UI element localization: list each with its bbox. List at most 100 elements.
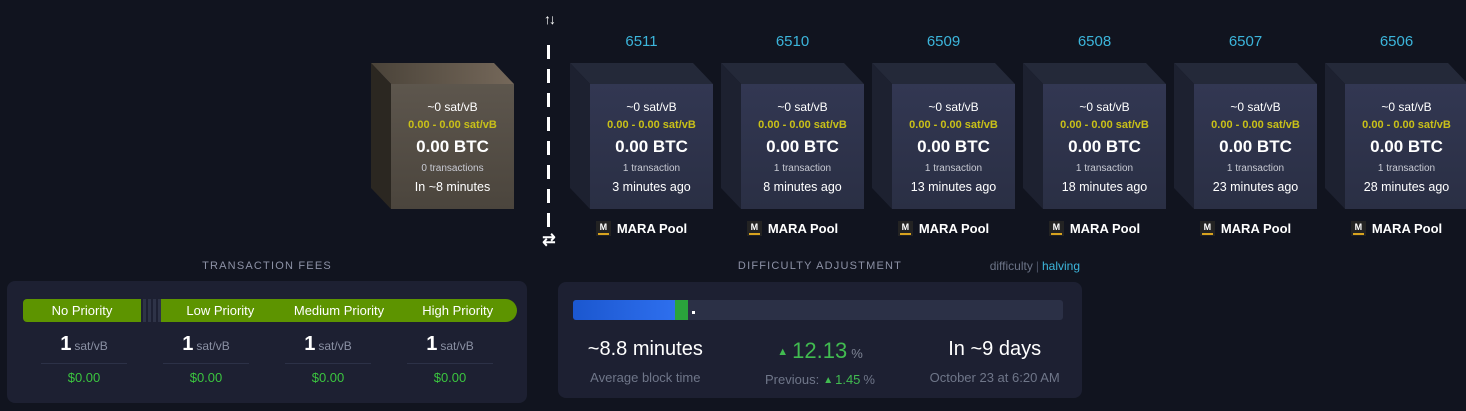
block-fee-range: 0.00 - 0.00 sat/vB xyxy=(1362,118,1451,131)
block-total-btc: 0.00 BTC xyxy=(1068,136,1141,156)
block-total-btc: 0.00 BTC xyxy=(615,136,688,156)
mara-pool-icon: M xyxy=(746,221,762,236)
previous-value: 1.45 xyxy=(835,372,861,387)
cube-top-face xyxy=(721,63,864,84)
cube-top-face xyxy=(1174,63,1317,84)
block-column: 6511 ~0 sat/vB 0.00 - 0.00 sat/vB 0.00 B… xyxy=(570,0,713,250)
mining-pool-name: MARA Pool xyxy=(918,221,990,236)
block-height-link[interactable]: 6510 xyxy=(775,33,810,50)
block-tx-count: 1 transaction xyxy=(1075,162,1134,174)
difficulty-link[interactable]: difficulty xyxy=(989,259,1033,273)
mining-pool-link[interactable]: M MARA Pool xyxy=(721,220,864,237)
mining-pool-link[interactable]: M MARA Pool xyxy=(570,220,713,237)
block-median-fee: ~0 sat/vB xyxy=(777,99,828,114)
block-fee-range: 0.00 - 0.00 sat/vB xyxy=(607,118,696,131)
pending-total-btc: 0.00 BTC xyxy=(416,136,489,156)
cube-front-face: ~0 sat/vB 0.00 - 0.00 sat/vB 0.00 BTC 1 … xyxy=(892,84,1015,209)
block-time-ago: 13 minutes ago xyxy=(910,179,997,194)
transaction-fees-card: No Priority Low Priority Medium Priority… xyxy=(7,281,527,403)
cube-left-face xyxy=(1174,63,1194,209)
mining-pool-name: MARA Pool xyxy=(1371,221,1443,236)
block-column: 6509 ~0 sat/vB 0.00 - 0.00 sat/vB 0.00 B… xyxy=(872,0,1015,250)
arrows-up-down-icon: ↑↓ xyxy=(544,11,556,27)
pending-eta: In ~8 minutes xyxy=(414,179,491,194)
cube-left-face xyxy=(570,63,590,209)
block-cube[interactable]: ~0 sat/vB 0.00 - 0.00 sat/vB 0.00 BTC 1 … xyxy=(1325,63,1466,209)
pending-fee-range: 0.00 - 0.00 sat/vB xyxy=(408,118,497,131)
block-time-ago: 8 minutes ago xyxy=(763,179,842,194)
mining-pool-link[interactable]: M MARA Pool xyxy=(1023,220,1166,237)
fees-section-title: TRANSACTION FEES xyxy=(202,260,332,272)
change-value: 12.13 xyxy=(792,338,848,363)
mara-pool-icon: M xyxy=(1048,221,1064,236)
difficulty-mode-links: difficulty | halving xyxy=(558,259,1080,273)
halving-link[interactable]: halving xyxy=(1041,259,1080,273)
block-column: 6506 ~0 sat/vB 0.00 - 0.00 sat/vB 0.00 B… xyxy=(1325,0,1466,250)
block-time-ago: 28 minutes ago xyxy=(1363,179,1450,194)
block-cube[interactable]: ~0 sat/vB 0.00 - 0.00 sat/vB 0.00 BTC 1 … xyxy=(1023,63,1166,209)
retarget-value: In ~9 days xyxy=(948,338,1042,360)
block-cube[interactable]: ~0 sat/vB 0.00 - 0.00 sat/vB 0.00 BTC 1 … xyxy=(570,63,713,209)
block-fee-range: 0.00 - 0.00 sat/vB xyxy=(758,118,847,131)
block-column: 6508 ~0 sat/vB 0.00 - 0.00 sat/vB 0.00 B… xyxy=(1023,0,1166,250)
block-height-link[interactable]: 6508 xyxy=(1077,33,1112,50)
block-cube[interactable]: ~0 sat/vB 0.00 - 0.00 sat/vB 0.00 BTC 1 … xyxy=(721,63,864,209)
fee-fiat: $0.00 xyxy=(311,370,345,385)
mining-pool-name: MARA Pool xyxy=(767,221,839,236)
block-median-fee: ~0 sat/vB xyxy=(928,99,979,114)
fee-divider xyxy=(285,363,371,364)
block-height-link[interactable]: 6511 xyxy=(625,33,658,50)
mining-pool-link[interactable]: M MARA Pool xyxy=(1325,220,1466,237)
mara-pool-icon: M xyxy=(1199,221,1215,236)
block-tx-count: 1 transaction xyxy=(622,162,681,174)
block-time-value: ~8.8 minutes xyxy=(587,338,703,360)
block-fee-range: 0.00 - 0.00 sat/vB xyxy=(1211,118,1300,131)
block-height-link[interactable]: 6509 xyxy=(926,33,961,50)
block-time-ago: 18 minutes ago xyxy=(1061,179,1148,194)
mining-pool-link[interactable]: M MARA Pool xyxy=(872,220,1015,237)
fee-rate: 1 xyxy=(182,333,194,355)
block-median-fee: ~0 sat/vB xyxy=(1381,99,1432,114)
block-tx-count: 1 transaction xyxy=(1377,162,1436,174)
fee-cell-medium-priority: 1 sat/vB $0.00 xyxy=(267,333,389,385)
block-time-ago: 23 minutes ago xyxy=(1212,179,1299,194)
fee-divider xyxy=(407,363,493,364)
block-column: 6510 ~0 sat/vB 0.00 - 0.00 sat/vB 0.00 B… xyxy=(721,0,864,250)
pending-tx-count: 0 transactions xyxy=(421,162,484,174)
pending-block-cube[interactable]: ~0 sat/vB 0.00 - 0.00 sat/vB 0.00 BTC 0 … xyxy=(371,63,514,209)
fee-unit: sat/vB xyxy=(318,339,352,353)
difficulty-adjustment-card: ~8.8 minutes Average block time ▲ 12.13% … xyxy=(558,282,1082,398)
block-tx-count: 1 transaction xyxy=(1226,162,1285,174)
block-fee-range: 0.00 - 0.00 sat/vB xyxy=(909,118,998,131)
difficulty-section-title: DIFFICULTY ADJUSTMENT xyxy=(737,260,903,272)
mara-pool-icon: M xyxy=(897,221,913,236)
block-height-link[interactable]: 6506 xyxy=(1379,33,1414,50)
fee-rate: 1 xyxy=(60,333,72,355)
cube-left-face xyxy=(872,63,892,209)
chain-divider xyxy=(547,45,550,228)
cube-front-face: ~0 sat/vB 0.00 - 0.00 sat/vB 0.00 BTC 1 … xyxy=(1043,84,1166,209)
change-up-arrow-icon: ▲ xyxy=(777,346,789,358)
block-height-link[interactable]: 6507 xyxy=(1228,33,1263,50)
progress-elapsed-segment xyxy=(573,300,675,320)
previous-change-line: Previous: ▲ 1.45% xyxy=(733,372,908,387)
fee-rate: 1 xyxy=(304,333,316,355)
fee-unit: sat/vB xyxy=(74,339,108,353)
retarget-stat: In ~9 days October 23 at 6:20 AM xyxy=(907,338,1082,387)
fee-badge-medium-priority: Medium Priority xyxy=(293,303,385,318)
mining-pool-link[interactable]: M MARA Pool xyxy=(1174,220,1317,237)
previous-label: Previous: xyxy=(765,372,820,387)
fee-values-row: 1 sat/vB $0.00 1 sat/vB $0.00 1 sat/vB $0.0… xyxy=(23,333,511,385)
pending-median-fee: ~0 sat/vB xyxy=(427,99,478,114)
previous-percent-sign: % xyxy=(863,372,875,387)
block-total-btc: 0.00 BTC xyxy=(1219,136,1292,156)
cube-left-face xyxy=(1325,63,1345,209)
fee-fiat: $0.00 xyxy=(189,370,223,385)
fee-unit: sat/vB xyxy=(196,339,230,353)
block-cube[interactable]: ~0 sat/vB 0.00 - 0.00 sat/vB 0.00 BTC 1 … xyxy=(1174,63,1317,209)
fee-badge-high-priority: High Priority xyxy=(422,303,494,318)
cube-front-face: ~0 sat/vB 0.00 - 0.00 sat/vB 0.00 BTC 1 … xyxy=(590,84,713,209)
fee-badge-group: Low Priority Medium Priority High Priori… xyxy=(161,299,517,322)
block-cube[interactable]: ~0 sat/vB 0.00 - 0.00 sat/vB 0.00 BTC 1 … xyxy=(872,63,1015,209)
